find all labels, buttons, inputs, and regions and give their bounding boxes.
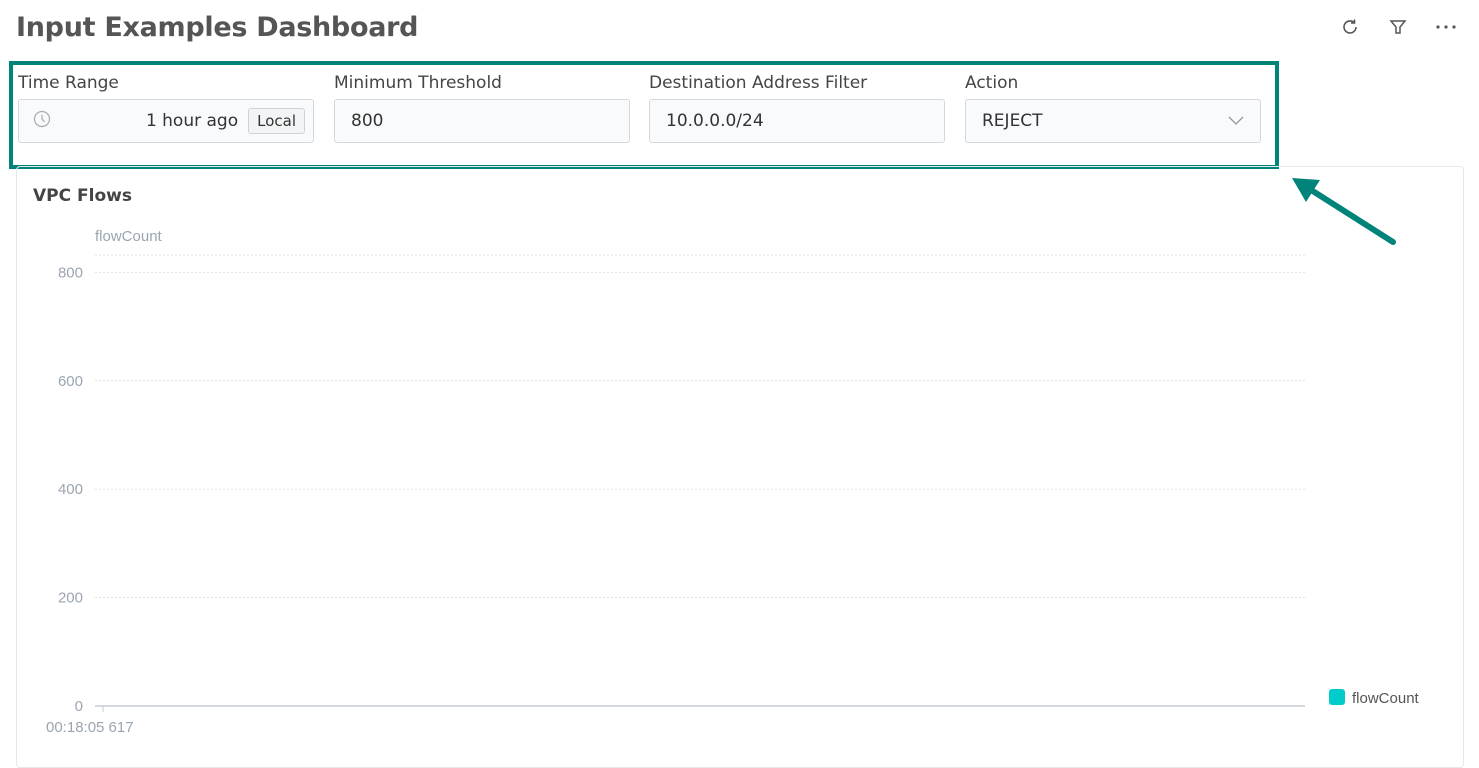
y-tick-label: 200 xyxy=(58,590,83,607)
panel-title: VPC Flows xyxy=(33,186,132,206)
time-range-input[interactable]: 1 hour ago Local xyxy=(18,99,314,143)
y-tick-label: 0 xyxy=(75,698,83,715)
min-threshold-label: Minimum Threshold xyxy=(334,73,502,93)
more-icon[interactable] xyxy=(1435,16,1457,38)
action-label: Action xyxy=(965,73,1019,93)
filter-icon[interactable] xyxy=(1387,16,1409,38)
time-range-field: Time Range 1 hour ago Local xyxy=(18,70,314,143)
min-threshold-input[interactable]: 800 xyxy=(334,99,630,143)
legend-label[interactable]: flowCount xyxy=(1352,690,1420,707)
dest-filter-input[interactable]: 10.0.0.0/24 xyxy=(649,99,945,143)
x-tick-label: 00:18:05 617 xyxy=(46,719,134,736)
y-axis-label: flowCount xyxy=(95,228,163,245)
timezone-button[interactable]: Local xyxy=(248,108,305,134)
chevron-down-icon xyxy=(1228,111,1244,131)
dest-filter-field: Destination Address Filter 10.0.0.0/24 xyxy=(649,70,945,143)
action-field: Action REJECT xyxy=(965,70,1261,143)
action-select[interactable]: REJECT xyxy=(965,99,1261,143)
legend-swatch xyxy=(1329,689,1345,705)
clock-icon xyxy=(33,110,51,133)
dest-filter-label: Destination Address Filter xyxy=(649,73,868,93)
page-title: Input Examples Dashboard xyxy=(16,12,419,43)
min-threshold-field: Minimum Threshold 800 xyxy=(334,70,630,143)
y-tick-label: 800 xyxy=(58,264,83,281)
time-range-label: Time Range xyxy=(18,73,119,93)
time-range-value: 1 hour ago xyxy=(145,111,239,131)
y-tick-label: 600 xyxy=(58,373,83,390)
highlight-box xyxy=(9,61,1279,169)
y-tick-label: 400 xyxy=(58,481,83,498)
action-value: REJECT xyxy=(982,111,1043,131)
annotation-arrow xyxy=(1292,178,1396,245)
refresh-icon[interactable] xyxy=(1339,16,1361,38)
